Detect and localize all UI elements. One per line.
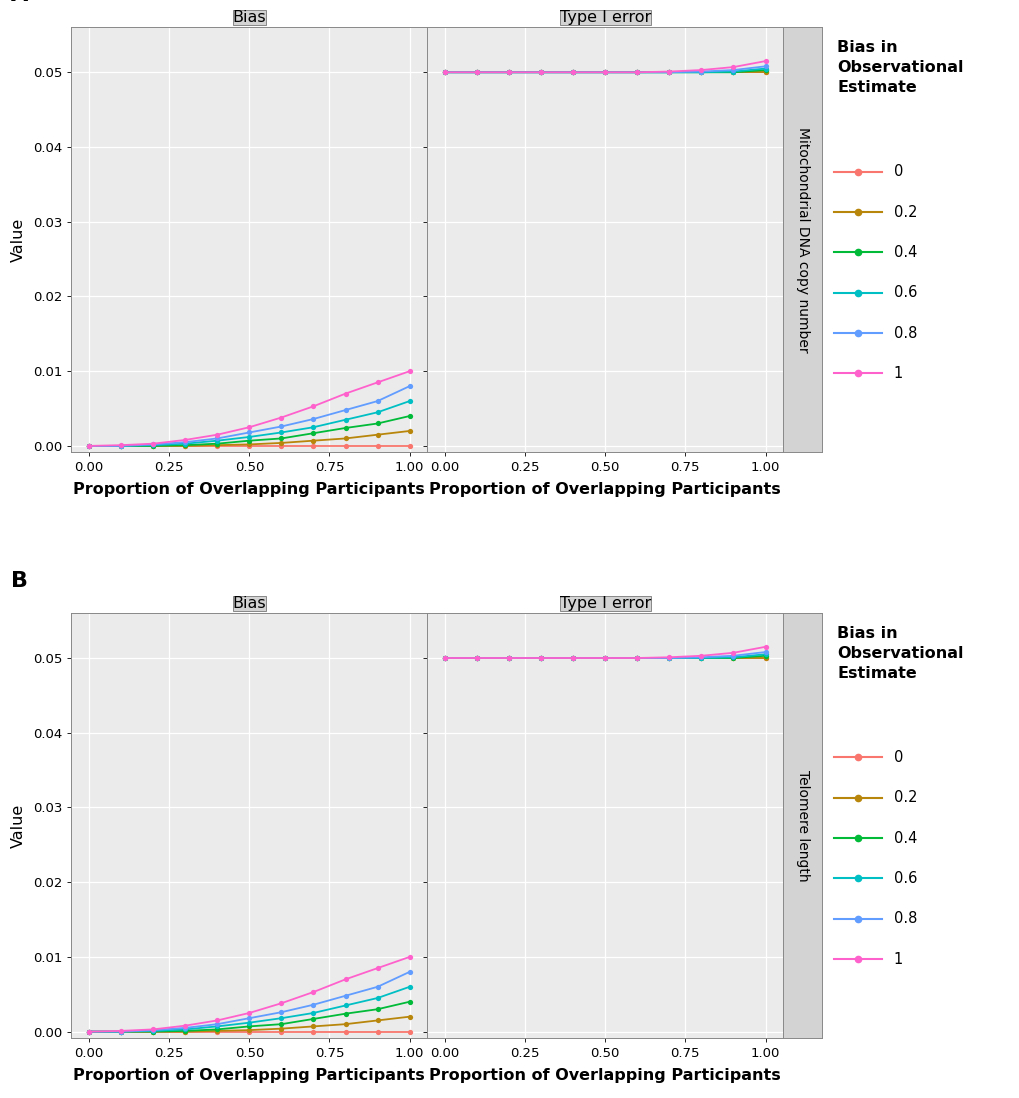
Y-axis label: Value: Value bbox=[11, 217, 26, 261]
Text: 0.2: 0.2 bbox=[893, 204, 916, 220]
Text: 0.8: 0.8 bbox=[893, 325, 916, 340]
Text: B: B bbox=[11, 571, 28, 591]
Title: Bias: Bias bbox=[232, 10, 266, 25]
Text: 0: 0 bbox=[893, 750, 902, 765]
Text: Bias in
Observational
Estimate: Bias in Observational Estimate bbox=[837, 626, 963, 681]
Title: Type I error: Type I error bbox=[559, 595, 650, 610]
Text: 1: 1 bbox=[893, 952, 902, 966]
X-axis label: Proportion of Overlapping Participants: Proportion of Overlapping Participants bbox=[429, 482, 781, 497]
Text: 0.6: 0.6 bbox=[893, 285, 916, 300]
Title: Type I error: Type I error bbox=[559, 10, 650, 25]
Text: Mitochondrial DNA copy number: Mitochondrial DNA copy number bbox=[795, 127, 809, 352]
Text: A: A bbox=[11, 0, 29, 5]
Text: 1: 1 bbox=[893, 366, 902, 381]
Text: 0.4: 0.4 bbox=[893, 245, 916, 260]
X-axis label: Proportion of Overlapping Participants: Proportion of Overlapping Participants bbox=[73, 482, 425, 497]
X-axis label: Proportion of Overlapping Participants: Proportion of Overlapping Participants bbox=[429, 1068, 781, 1083]
Text: 0.2: 0.2 bbox=[893, 791, 916, 805]
Text: Bias in
Observational
Estimate: Bias in Observational Estimate bbox=[837, 41, 963, 94]
Title: Bias: Bias bbox=[232, 595, 266, 610]
Text: 0.6: 0.6 bbox=[893, 871, 916, 886]
Text: 0.4: 0.4 bbox=[893, 830, 916, 845]
Y-axis label: Value: Value bbox=[11, 804, 26, 848]
X-axis label: Proportion of Overlapping Participants: Proportion of Overlapping Participants bbox=[73, 1068, 425, 1083]
Text: Telomere length: Telomere length bbox=[795, 770, 809, 882]
Text: 0: 0 bbox=[893, 165, 902, 179]
Text: 0.8: 0.8 bbox=[893, 911, 916, 927]
